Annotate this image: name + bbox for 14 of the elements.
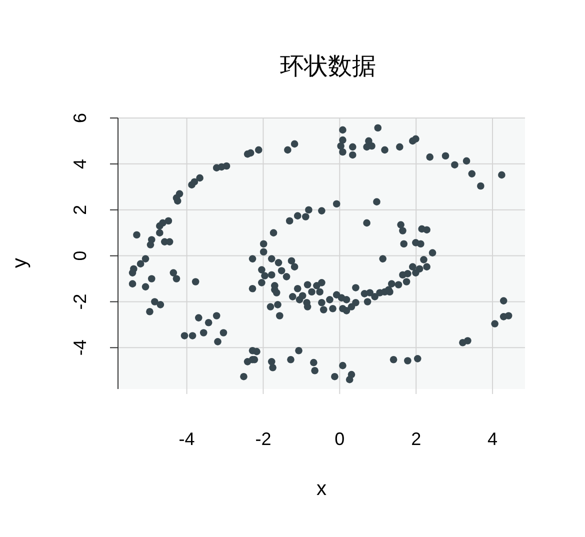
chart-title: 环状数据 xyxy=(279,52,377,82)
x-tick-label: 2 xyxy=(411,428,422,449)
x-tick-label: 4 xyxy=(488,428,498,449)
y-tick-label: 2 xyxy=(70,204,90,215)
y-tick-label: -2 xyxy=(70,294,90,310)
y-axis-title: y xyxy=(9,257,31,270)
x-tick-label: 0 xyxy=(334,428,345,449)
y-tick-label: -4 xyxy=(70,340,90,356)
y-tick-label: 0 xyxy=(70,250,90,261)
x-axis-title: x xyxy=(316,478,328,501)
y-tick-label: 6 xyxy=(70,112,90,124)
y-tick-label: 4 xyxy=(70,158,90,169)
x-tick-label: -2 xyxy=(255,428,272,449)
x-tick-label: -4 xyxy=(178,428,195,449)
